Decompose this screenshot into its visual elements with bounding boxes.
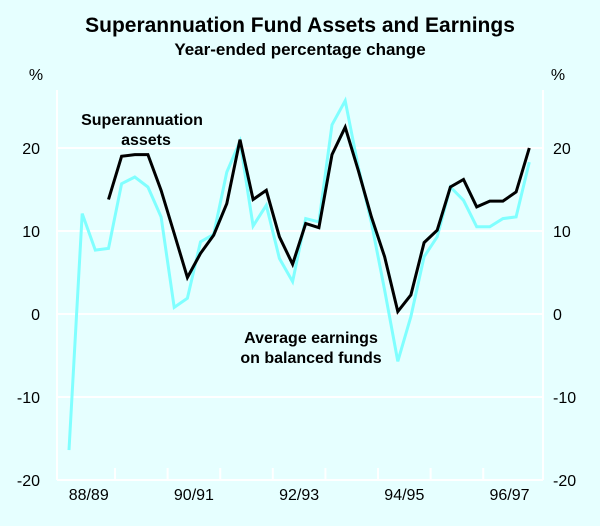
assets-label-line1: Superannuation (81, 112, 203, 129)
x-tick-label: 90/91 (174, 487, 214, 504)
y-tick-label-left: 10 (22, 224, 40, 241)
x-tick-label: 96/97 (490, 487, 530, 504)
earnings-label-line2: on balanced funds (240, 350, 381, 367)
y-tick-label-left: -20 (17, 473, 40, 490)
y-tick-label-right: -10 (553, 390, 576, 407)
y-tick-label-right: 10 (553, 224, 571, 241)
assets-label-line2: assets (121, 132, 171, 149)
chart-subtitle: Year-ended percentage change (174, 40, 425, 59)
x-tick-label: 88/89 (69, 487, 109, 504)
y-tick-label-right: 20 (553, 141, 571, 158)
y-unit-left: % (29, 67, 43, 84)
earnings-label-line1: Average earnings (244, 330, 378, 347)
y-unit-right: % (551, 67, 565, 84)
y-tick-label-right: 0 (553, 307, 562, 324)
y-tick-label-left: 0 (31, 307, 40, 324)
x-tick-label: 92/93 (279, 487, 319, 504)
y-tick-label-right: -20 (553, 473, 576, 490)
y-tick-label-left: -10 (17, 390, 40, 407)
x-tick-label: 94/95 (384, 487, 424, 504)
chart-title: Superannuation Fund Assets and Earnings (85, 14, 515, 37)
y-tick-label-left: 20 (22, 141, 40, 158)
